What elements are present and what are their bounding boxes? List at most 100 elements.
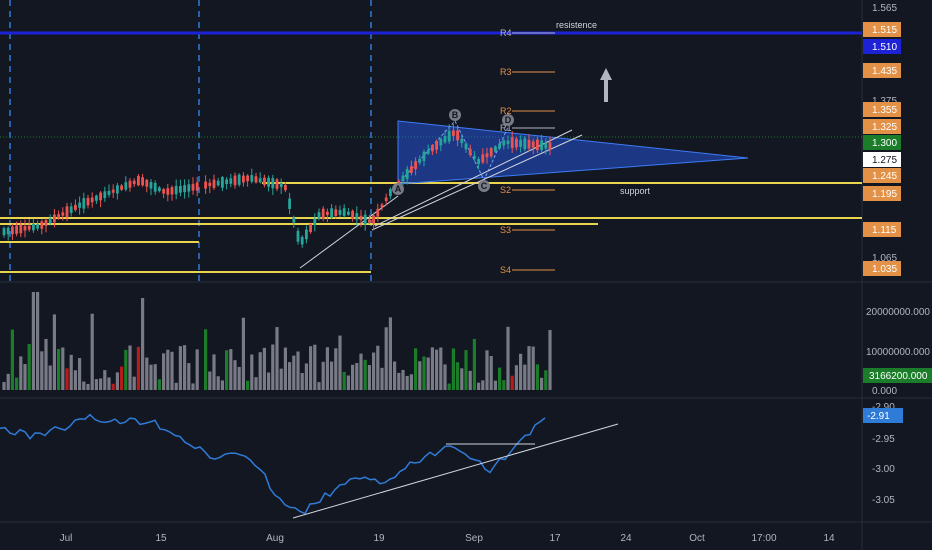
volume-bar xyxy=(384,327,388,390)
volume-bar xyxy=(90,313,94,390)
candle xyxy=(456,127,459,147)
volume-axis[interactable]: 20000000.000 10000000.000 0.000 xyxy=(866,307,930,397)
volume-bar xyxy=(346,375,350,390)
candle xyxy=(23,219,27,238)
pivot-level: R2 xyxy=(500,106,555,116)
candle xyxy=(510,131,514,153)
volume-bar xyxy=(334,348,338,390)
price-badge: 1.325 xyxy=(863,119,901,134)
volume-bar xyxy=(393,361,397,390)
volume-bar xyxy=(409,374,413,390)
candle xyxy=(531,138,535,155)
volume-bar xyxy=(69,354,73,390)
volume-bar xyxy=(246,380,250,390)
candle xyxy=(401,171,405,186)
candle xyxy=(225,177,228,190)
volume-bar xyxy=(388,317,392,390)
volume-bar xyxy=(405,375,409,390)
candle xyxy=(313,213,317,232)
candle xyxy=(86,195,90,209)
volume-bar xyxy=(456,362,460,390)
volume-bar xyxy=(313,344,317,390)
candle xyxy=(519,135,522,153)
price-badge: 1.245 xyxy=(863,168,901,183)
volume-bar xyxy=(527,346,531,390)
volume-axis-badge: 3166200.000 xyxy=(863,368,932,383)
candle xyxy=(57,210,60,220)
candle xyxy=(334,205,338,219)
candle xyxy=(536,136,539,154)
candle xyxy=(275,177,279,192)
candle xyxy=(27,218,31,232)
candle xyxy=(309,222,312,234)
candle xyxy=(254,172,258,184)
svg-text:D: D xyxy=(505,115,512,125)
support-annotation: support xyxy=(620,186,651,196)
volume-bar xyxy=(435,349,439,390)
cci-tick: -3.05 xyxy=(872,495,895,506)
volume-bar xyxy=(166,349,170,390)
volume-bar xyxy=(296,351,300,390)
candle xyxy=(498,138,501,151)
volume-bar xyxy=(250,354,254,390)
candle xyxy=(44,218,48,233)
cci-pane[interactable] xyxy=(0,399,862,522)
support-lines[interactable] xyxy=(0,182,862,273)
pivot-level: R4 xyxy=(500,28,555,38)
candle xyxy=(191,177,195,195)
pivot-level: S2 xyxy=(500,185,555,195)
price-axis[interactable]: 1.565 1.375 1.065 xyxy=(872,3,897,264)
time-tick: 15 xyxy=(155,533,167,544)
candle xyxy=(380,202,384,211)
candle xyxy=(258,172,262,184)
volume-bar xyxy=(216,376,220,390)
volume-bar xyxy=(472,338,476,390)
up-arrow-icon xyxy=(600,68,612,102)
candle xyxy=(305,225,308,244)
volume-bar xyxy=(52,314,56,390)
candle xyxy=(153,180,157,195)
time-axis[interactable]: Jul 15 Aug 19 Sep 17 24 Oct 17:00 14 xyxy=(60,533,835,544)
price-badge: 1.035 xyxy=(863,261,901,276)
candle xyxy=(162,187,165,199)
price-pane[interactable] xyxy=(0,0,862,282)
volume-bar xyxy=(48,365,52,390)
volume-bar xyxy=(355,363,359,390)
candle xyxy=(242,172,245,187)
volume-bar xyxy=(514,365,518,390)
volume-bar xyxy=(36,292,40,390)
candles xyxy=(2,124,552,248)
candle xyxy=(359,209,363,228)
candle xyxy=(410,160,413,176)
pivot-level: R3 xyxy=(500,67,555,77)
volume-bar xyxy=(279,368,283,390)
cci-tick: -3.00 xyxy=(872,464,895,475)
candle xyxy=(267,175,270,192)
svg-text:1.035: 1.035 xyxy=(872,264,897,275)
time-tick: 14 xyxy=(823,533,835,544)
cci-axis[interactable]: -2.90 -2.95 -3.00 -3.05 xyxy=(872,402,895,506)
candle xyxy=(120,184,123,191)
svg-text:C: C xyxy=(481,181,488,191)
volume-bar xyxy=(191,383,195,390)
volume-bar xyxy=(103,370,107,390)
volume-bar xyxy=(367,365,371,390)
volume-bar xyxy=(531,346,535,390)
volume-bar xyxy=(99,378,103,390)
candle xyxy=(414,157,417,176)
trend-line xyxy=(371,134,583,231)
volume-bar xyxy=(288,362,292,390)
cci-trend-lines[interactable] xyxy=(292,423,619,519)
pattern-point-a: A xyxy=(392,183,404,195)
candle xyxy=(431,144,434,156)
candle xyxy=(145,178,149,193)
candle xyxy=(111,184,115,198)
volume-bar xyxy=(145,357,149,390)
volume-bar xyxy=(267,372,271,390)
pattern-point-b: B xyxy=(449,109,461,121)
candle xyxy=(78,196,81,215)
volume-bar xyxy=(443,364,447,390)
volume-bar xyxy=(338,335,342,390)
